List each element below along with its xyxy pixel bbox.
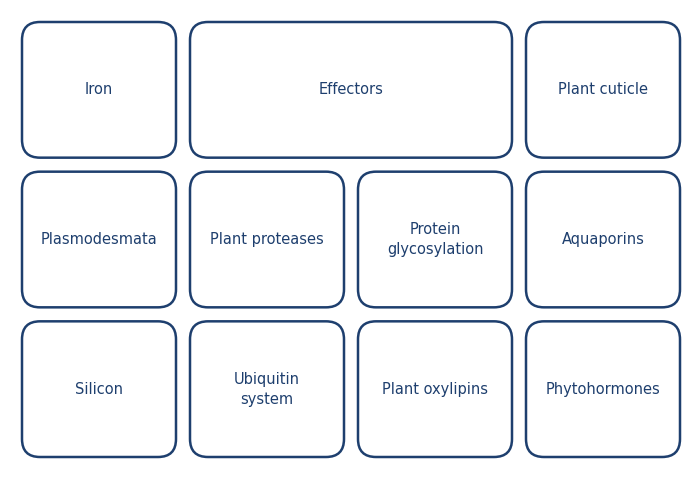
FancyBboxPatch shape <box>358 321 512 457</box>
FancyBboxPatch shape <box>526 22 680 158</box>
Text: Iron: Iron <box>85 82 113 97</box>
FancyBboxPatch shape <box>190 22 512 158</box>
FancyBboxPatch shape <box>526 171 680 308</box>
Text: Plasmodesmata: Plasmodesmata <box>40 232 157 247</box>
Text: Silicon: Silicon <box>75 382 123 397</box>
FancyBboxPatch shape <box>358 171 512 308</box>
FancyBboxPatch shape <box>22 321 176 457</box>
FancyBboxPatch shape <box>190 321 344 457</box>
FancyBboxPatch shape <box>526 321 680 457</box>
Text: Plant cuticle: Plant cuticle <box>558 82 648 97</box>
Text: Protein
glycosylation: Protein glycosylation <box>387 222 483 257</box>
Text: Plant proteases: Plant proteases <box>210 232 324 247</box>
FancyBboxPatch shape <box>22 22 176 158</box>
Text: Plant oxylipins: Plant oxylipins <box>382 382 488 397</box>
Text: Aquaporins: Aquaporins <box>562 232 644 247</box>
FancyBboxPatch shape <box>190 171 344 308</box>
FancyBboxPatch shape <box>22 171 176 308</box>
Text: Effectors: Effectors <box>318 82 383 97</box>
Text: Phytohormones: Phytohormones <box>546 382 660 397</box>
Text: Ubiquitin
system: Ubiquitin system <box>234 372 300 407</box>
